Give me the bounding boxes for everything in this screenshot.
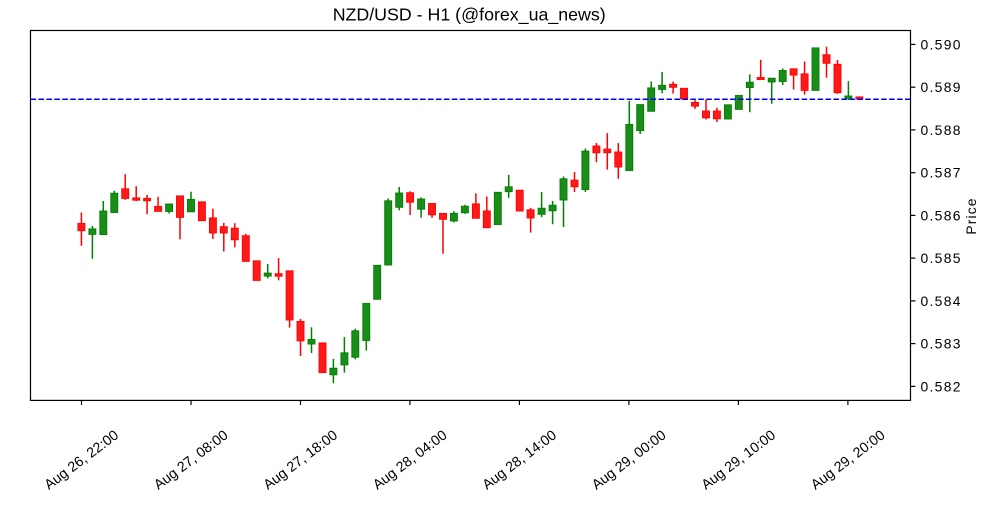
svg-text:0.588: 0.588: [921, 122, 962, 138]
svg-text:0.583: 0.583: [921, 336, 962, 352]
svg-text:0.590: 0.590: [921, 36, 962, 52]
svg-text:NZD/USD - H1 (@forex_ua_news): NZD/USD - H1 (@forex_ua_news): [333, 4, 606, 25]
svg-text:0.586: 0.586: [921, 207, 962, 223]
svg-text:Price: Price: [963, 197, 979, 234]
svg-text:0.589: 0.589: [921, 79, 962, 95]
svg-text:0.582: 0.582: [921, 378, 962, 394]
svg-text:0.587: 0.587: [921, 165, 962, 181]
svg-text:0.585: 0.585: [921, 250, 962, 266]
svg-text:0.584: 0.584: [921, 293, 962, 309]
